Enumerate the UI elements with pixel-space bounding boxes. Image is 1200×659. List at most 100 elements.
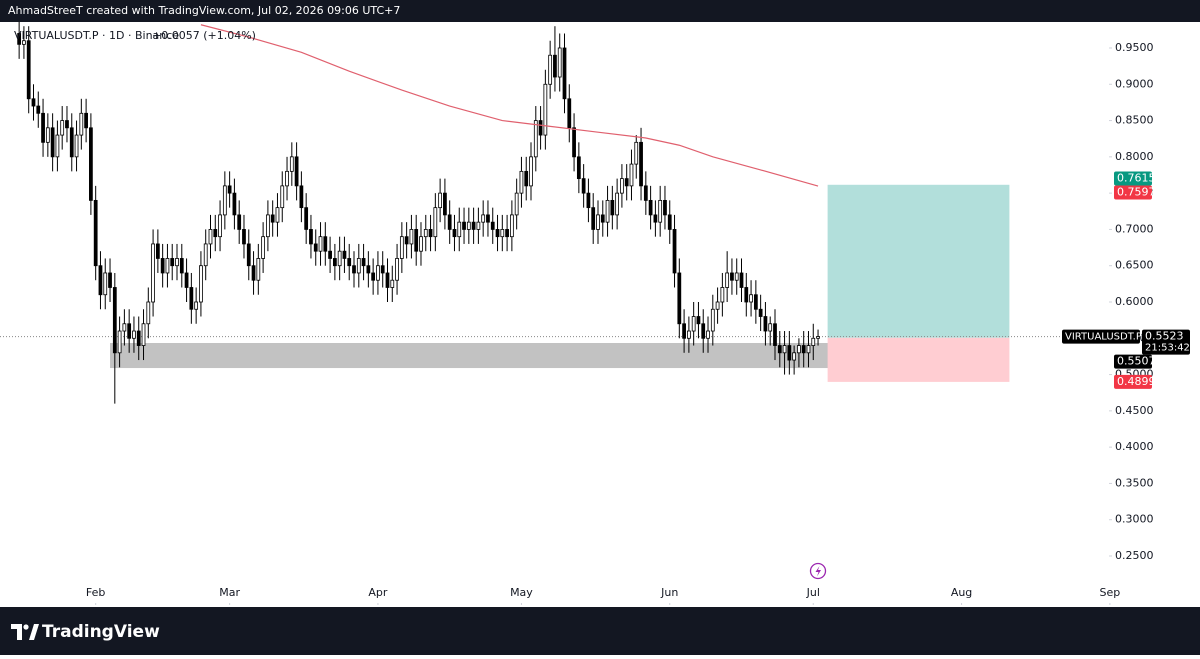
candle-body bbox=[600, 214, 605, 223]
support-zone bbox=[110, 343, 831, 369]
candle-body bbox=[218, 214, 222, 238]
candle-body bbox=[797, 345, 801, 354]
candle-body bbox=[490, 221, 495, 230]
candle-body bbox=[653, 214, 658, 223]
candle-body bbox=[184, 272, 189, 288]
candle-body bbox=[624, 178, 629, 187]
candle-body bbox=[734, 272, 739, 281]
candle-body bbox=[69, 127, 74, 158]
moving-average bbox=[200, 24, 819, 187]
y-tick-label: 0.4000 bbox=[1115, 440, 1154, 453]
x-tick-label: Sep bbox=[1099, 586, 1120, 599]
candle-body bbox=[117, 330, 122, 354]
candle-body bbox=[395, 258, 399, 281]
candle-body bbox=[777, 345, 782, 354]
candle-body bbox=[811, 337, 816, 346]
candle-body bbox=[213, 229, 218, 238]
candle-body bbox=[466, 221, 471, 230]
candle-body bbox=[739, 272, 744, 288]
candle-body bbox=[84, 112, 88, 129]
candle-body bbox=[151, 243, 155, 303]
y-tick-label: 0.4500 bbox=[1115, 404, 1154, 417]
target-label-box bbox=[1114, 171, 1152, 186]
candle-body bbox=[165, 258, 170, 274]
x-tick-label: Mar bbox=[219, 586, 240, 599]
candle-body bbox=[447, 214, 452, 230]
candle-body bbox=[533, 120, 538, 158]
x-tick-label: Jul bbox=[806, 586, 820, 599]
brand-logo bbox=[11, 624, 39, 640]
y-tick-label: 0.9500 bbox=[1115, 41, 1154, 54]
candle-body bbox=[476, 221, 481, 230]
y-tick-label: 0.7000 bbox=[1115, 222, 1154, 235]
candle-body bbox=[208, 229, 213, 245]
candle-body bbox=[529, 156, 533, 187]
candle-body bbox=[323, 236, 328, 252]
candle-body bbox=[505, 229, 509, 238]
candle-body bbox=[361, 258, 366, 267]
candle-body bbox=[160, 258, 165, 274]
x-tick-label: Feb bbox=[86, 586, 105, 599]
candle-body bbox=[328, 250, 332, 259]
candle-body bbox=[270, 214, 275, 223]
price-change: +0.0057 (+1.04%) bbox=[152, 29, 256, 42]
candle-body bbox=[108, 272, 112, 288]
candle-body bbox=[170, 258, 175, 267]
candle-body bbox=[371, 272, 376, 281]
candle-body bbox=[634, 141, 639, 165]
candle-body bbox=[356, 258, 361, 274]
candle-body bbox=[677, 272, 682, 325]
candle-body bbox=[438, 192, 443, 209]
candle-body bbox=[706, 330, 710, 339]
x-tick-label: Jun bbox=[660, 586, 678, 599]
candle-body bbox=[423, 229, 428, 238]
candle-body bbox=[500, 229, 505, 238]
candle-body bbox=[256, 258, 261, 281]
x-tick-label: Aug bbox=[951, 586, 972, 599]
candle-body bbox=[457, 221, 462, 238]
candle-body bbox=[567, 98, 572, 129]
candle-body bbox=[696, 316, 701, 325]
candle-body bbox=[486, 214, 490, 223]
candle-body bbox=[428, 229, 433, 238]
candle-body bbox=[89, 127, 93, 201]
candle-body bbox=[246, 243, 251, 267]
candle-body bbox=[26, 40, 31, 100]
candle-body bbox=[79, 112, 84, 136]
candle-body bbox=[318, 236, 323, 252]
candle-body bbox=[720, 287, 725, 303]
candle-body bbox=[562, 47, 567, 100]
candle-body bbox=[179, 258, 184, 274]
candle-body bbox=[782, 345, 787, 354]
candle-body bbox=[289, 156, 294, 172]
y-tick-label: 0.9000 bbox=[1115, 77, 1154, 90]
candle-body bbox=[112, 287, 117, 354]
candle-body bbox=[686, 330, 691, 339]
candle-body bbox=[294, 156, 299, 187]
countdown: 21:53:42 bbox=[1145, 343, 1190, 354]
candle-body bbox=[50, 127, 55, 158]
y-tick-label: 0.8500 bbox=[1115, 114, 1154, 127]
header-bar bbox=[0, 0, 1200, 22]
candle-body bbox=[462, 221, 466, 230]
candle-body bbox=[17, 33, 22, 45]
y-tick-label: 0.6000 bbox=[1115, 295, 1154, 308]
candle-body bbox=[753, 294, 758, 310]
y-tick-label: 0.3000 bbox=[1115, 513, 1154, 526]
candle-body bbox=[175, 258, 179, 267]
candle-body bbox=[385, 272, 390, 288]
candle-body bbox=[787, 345, 792, 361]
candle-body bbox=[376, 265, 380, 281]
candle-body bbox=[553, 54, 557, 78]
candle-body bbox=[816, 336, 820, 339]
candle-body bbox=[189, 287, 194, 310]
candle-body bbox=[203, 243, 208, 267]
y-tick-label: 0.2500 bbox=[1115, 549, 1154, 562]
candle-body bbox=[261, 236, 265, 259]
alert-icon bbox=[809, 562, 827, 580]
candle-body bbox=[543, 83, 548, 136]
candle-body bbox=[266, 214, 270, 238]
candle-body bbox=[586, 192, 591, 209]
